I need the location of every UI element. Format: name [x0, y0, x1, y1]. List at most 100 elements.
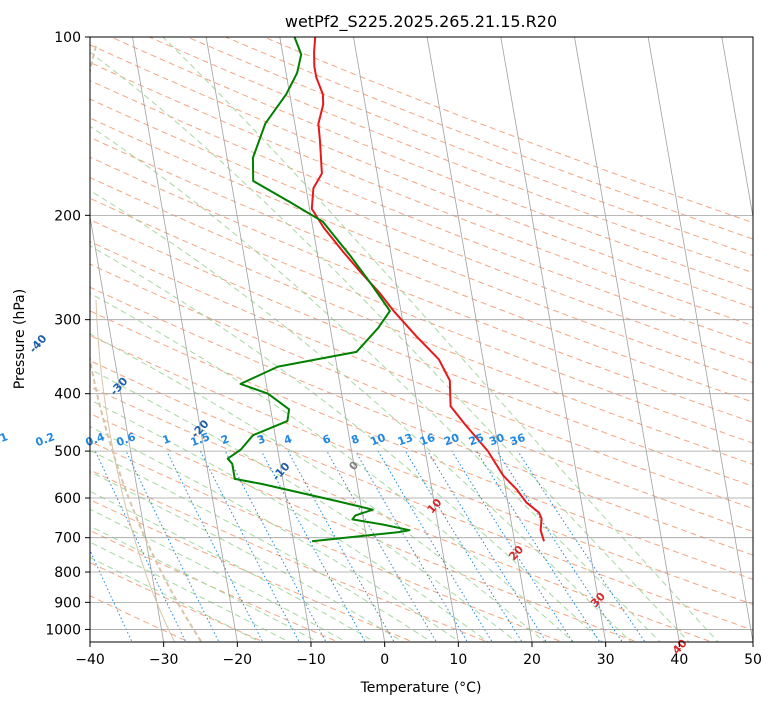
y-tick-label: 800 — [54, 565, 81, 581]
moist-adiabat-line — [90, 189, 632, 642]
mixing-ratio-label: 13 — [396, 431, 415, 448]
moist-adiabat-line — [90, 471, 405, 642]
dry-adiabat-line — [90, 386, 714, 642]
dry-adiabat-line — [224, 37, 753, 240]
y-tick-label: 700 — [54, 531, 81, 547]
mixing-ratio-label: 2 — [219, 432, 231, 447]
mixing-ratio-label: 20 — [442, 431, 461, 449]
isotherm-line — [205, 37, 312, 642]
mixing-ratio-line — [377, 450, 493, 642]
boundary-arc — [95, 299, 176, 642]
mixing-ratio-line — [90, 549, 133, 642]
x-tick-label: 10 — [449, 652, 467, 668]
mixing-ratio-line — [125, 450, 220, 642]
x-tick-label: 20 — [523, 652, 541, 668]
axes: −40 −30 −20 −10 0 10 20 30 40 5010020030040050060… — [45, 30, 762, 668]
dewpoint-profile-line — [226, 37, 411, 543]
dry-adiabat-line — [90, 136, 753, 403]
mixing-ratio-line — [405, 450, 523, 642]
mixing-ratio-line — [427, 450, 547, 642]
dry-adiabat-line — [90, 176, 753, 444]
dry-adiabat-line — [90, 440, 564, 642]
moist-adiabat-line — [90, 490, 376, 642]
plot-background-lines — [0, 37, 753, 644]
mixing-ratio-label: 0.2 — [34, 430, 57, 449]
isotherm-label: 30 — [588, 590, 608, 610]
isotherm-label: -40 — [27, 332, 50, 356]
mixing-ratio-label: 1.5 — [189, 430, 212, 449]
y-tick-label: 900 — [54, 595, 81, 611]
x-tick-label: −10 — [296, 652, 326, 668]
dry-adiabat-line — [90, 286, 753, 556]
mixing-ratio-line — [0, 451, 83, 644]
dry-adiabat-line — [90, 197, 753, 465]
mixing-ratio-label: 6 — [321, 432, 333, 447]
y-tick-label: 600 — [54, 491, 81, 507]
moist-adiabat-line — [90, 425, 461, 642]
isotherm-line — [426, 37, 533, 642]
x-tick-label: 40 — [670, 652, 688, 668]
mixing-ratio-label: 0.4 — [84, 430, 107, 449]
dry-adiabat-line — [90, 219, 753, 487]
mixing-ratio-line — [451, 450, 574, 642]
y-tick-label: 100 — [54, 30, 81, 46]
mixing-ratio-label: 0.1 — [0, 430, 10, 449]
dry-adiabat-line — [90, 595, 191, 642]
mixing-ratio-line — [326, 450, 437, 642]
y-tick-label: 500 — [54, 444, 81, 460]
dry-adiabat-line — [90, 334, 753, 606]
isotherm-line — [574, 37, 680, 642]
mixing-ratio-line — [200, 450, 300, 642]
mixing-ratio-label: 25 — [467, 431, 486, 448]
mixing-ratio-line — [287, 450, 395, 642]
mixing-ratio-label: 0.6 — [115, 430, 138, 449]
dry-adiabat-line — [148, 37, 753, 274]
x-tick-label: −30 — [149, 652, 179, 668]
dry-adiabat-line — [90, 117, 753, 384]
dry-adiabat-line — [90, 263, 753, 533]
isotherm-line — [132, 37, 238, 642]
mixing-ratio-label: 16 — [418, 431, 437, 449]
x-tick-label: 0 — [380, 652, 389, 668]
temperature-profile-line — [310, 37, 545, 542]
isotherm-line — [353, 37, 459, 642]
moist-adiabat-line — [90, 368, 518, 642]
dry-adiabat-line — [90, 412, 639, 642]
plot-frame — [89, 36, 754, 643]
mixing-ratio-line — [517, 450, 646, 642]
isotherm-label: -30 — [108, 374, 131, 398]
moist-adiabat-line — [90, 125, 661, 642]
dry-adiabat-line — [90, 98, 753, 364]
x-tick-label: −40 — [75, 652, 105, 668]
isotherm-line — [500, 37, 607, 642]
moist-adiabat-line — [90, 508, 348, 642]
moist-adiabat-line — [90, 449, 433, 642]
isotherm-line — [721, 37, 753, 220]
dry-adiabat-line — [90, 360, 753, 631]
isotherm-line — [279, 37, 386, 642]
mixing-ratio-label: 3 — [255, 432, 267, 447]
x-tick-label: −20 — [223, 652, 253, 668]
mixing-ratio-label: 1 — [161, 432, 173, 447]
boundary-arc — [90, 45, 203, 642]
dry-adiabat-line — [90, 156, 753, 423]
y-tick-label: 1000 — [45, 622, 81, 638]
mixing-ratio-label: 36 — [508, 431, 527, 449]
dry-adiabat-line — [90, 310, 753, 580]
plot-series — [226, 37, 545, 543]
isotherm-label: 0 — [346, 458, 361, 473]
mixing-ratio-line — [224, 450, 327, 642]
isotherm-line — [90, 214, 165, 642]
x-tick-label: 50 — [744, 652, 762, 668]
mixing-ratio-line — [354, 450, 469, 642]
mixing-ratio-line — [94, 450, 187, 642]
y-tick-label: 300 — [54, 313, 81, 329]
dry-adiabat-line — [90, 241, 753, 510]
isotherm-line — [647, 37, 753, 642]
mixing-ratio-label: 8 — [349, 432, 361, 447]
y-tick-label: 200 — [54, 208, 81, 224]
mixing-ratio-label: 30 — [487, 431, 506, 449]
dry-adiabat-line — [90, 61, 753, 327]
x-tick-label: 30 — [597, 652, 615, 668]
moist-adiabat-line — [162, 37, 719, 642]
